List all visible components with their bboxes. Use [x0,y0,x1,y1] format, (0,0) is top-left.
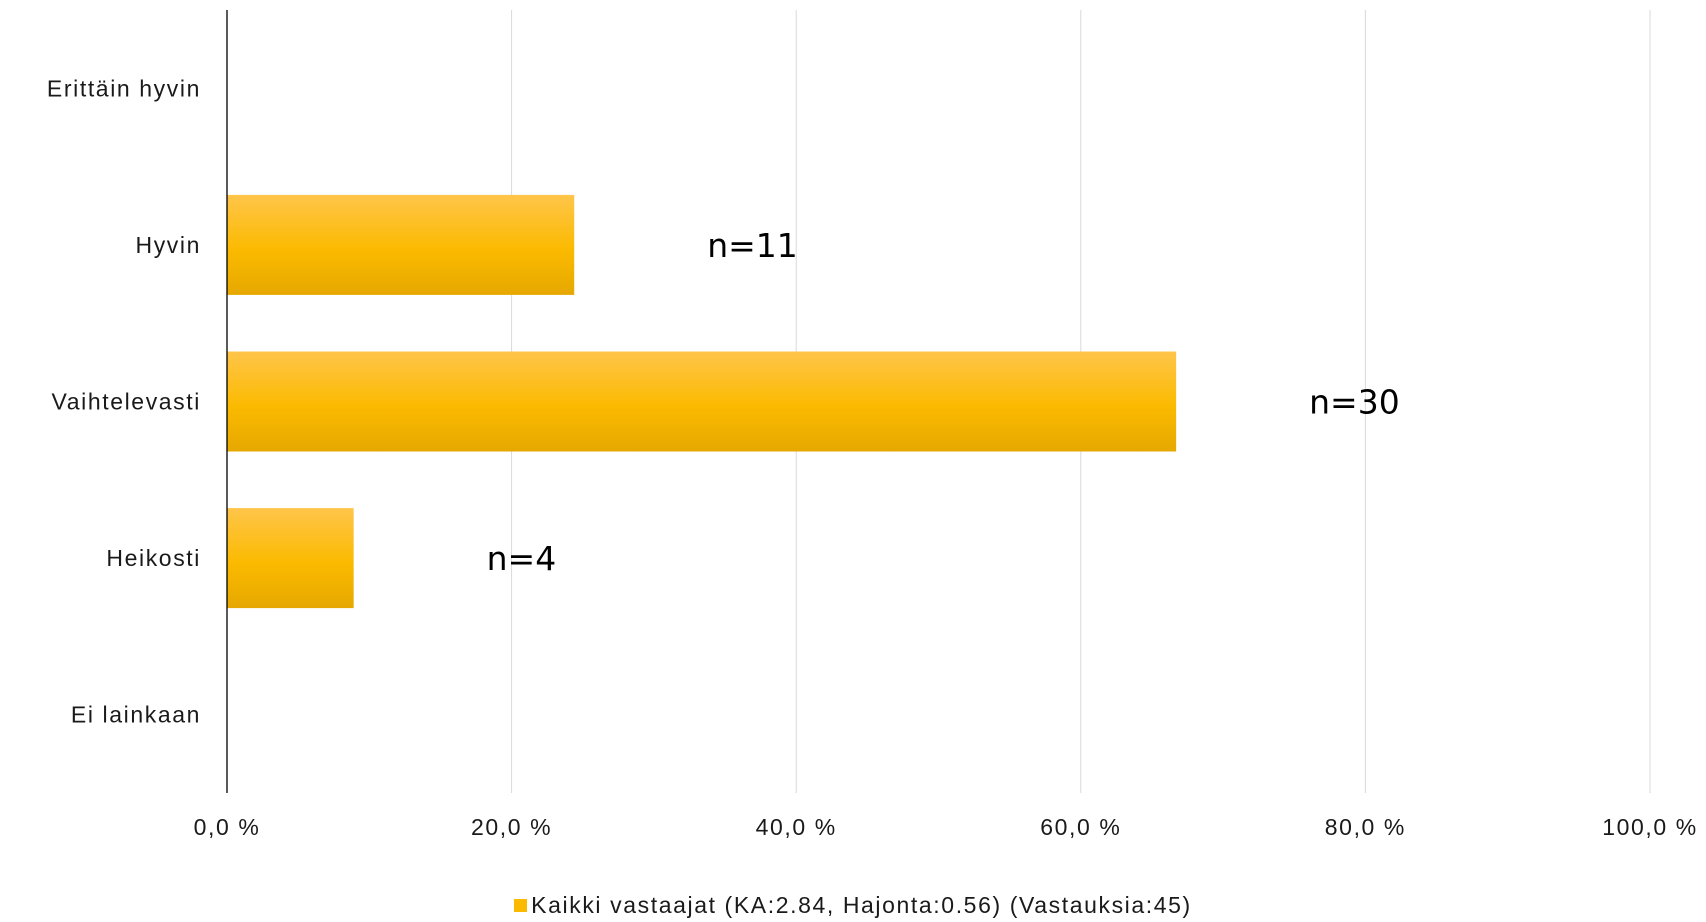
legend-label: Kaikki vastaajat (KA:2.84, Hajonta:0.56)… [531,892,1192,918]
data-labels: n=11 n=30 n=4 [487,226,1400,578]
x-tick-label: 100,0 % [1602,814,1698,840]
bar [227,351,1177,452]
bar [227,508,354,609]
category-label: Ei lainkaan [71,702,201,728]
bar [227,194,575,295]
x-tick-label: 20,0 % [471,814,552,840]
category-label: Heikosti [106,545,201,571]
x-tick-label: 60,0 % [1040,814,1121,840]
category-label: Hyvin [135,232,201,258]
data-label: n=30 [1309,383,1400,422]
x-tick-labels: 0,0 % 20,0 % 40,0 % 60,0 % 80,0 % 100,0 % [194,814,1698,840]
x-tick-label: 0,0 % [194,814,261,840]
legend-swatch [514,899,528,912]
data-label: n=4 [487,539,557,578]
category-label: Vaihtelevasti [51,389,201,415]
data-label: n=11 [707,226,798,265]
x-tick-label: 40,0 % [756,814,837,840]
legend: Kaikki vastaajat (KA:2.84, Hajonta:0.56)… [0,892,1706,919]
bars [227,194,1177,609]
category-labels: Erittäin hyvin Hyvin Vaihtelevasti Heikosti… [47,75,201,728]
category-label: Erittäin hyvin [47,75,201,101]
x-tick-label: 80,0 % [1325,814,1406,840]
